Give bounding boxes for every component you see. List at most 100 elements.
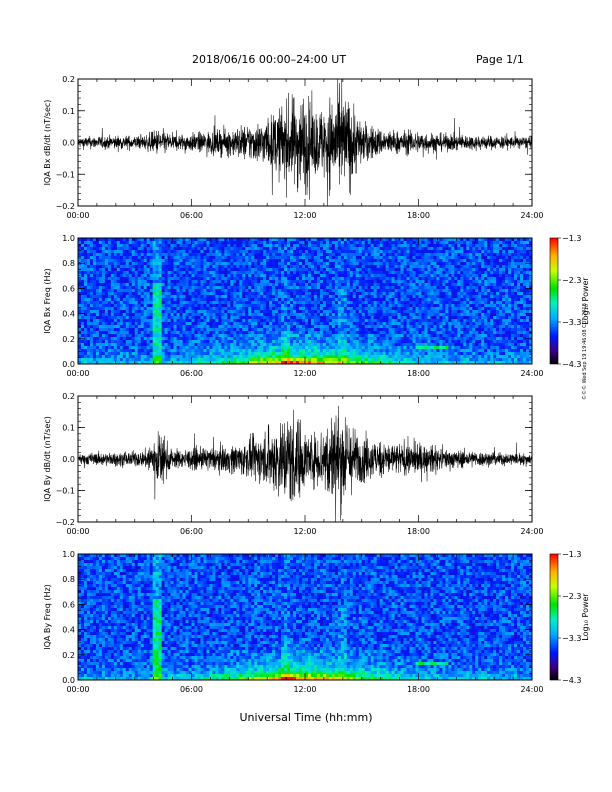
- spectrogram-cell: [379, 301, 383, 305]
- spectrogram-cell: [197, 283, 201, 287]
- spectrogram-cell: [388, 277, 392, 281]
- spectrogram-cell: [155, 271, 159, 275]
- spectrogram-cell: [412, 262, 416, 266]
- spectrogram-cell: [78, 322, 82, 326]
- spectrogram-cell: [152, 343, 156, 347]
- spectrogram-cell: [281, 256, 285, 260]
- spectrogram-cell: [296, 247, 300, 251]
- spectrogram-cell: [361, 247, 366, 251]
- spectrogram-cell: [158, 358, 162, 362]
- spectrogram-cell: [179, 244, 183, 248]
- spectrogram-cell: [418, 355, 422, 359]
- spectrogram-cell: [260, 253, 264, 257]
- spectrogram-cell: [107, 244, 112, 248]
- spectrogram-cell: [367, 331, 372, 335]
- spectrogram-cell: [310, 340, 315, 344]
- spectrogram-cell: [137, 319, 142, 323]
- spectrogram-cell: [155, 361, 159, 365]
- spectrogram-cell: [406, 328, 410, 332]
- spectrogram-cell: [107, 325, 112, 329]
- spectrogram-cell: [307, 292, 312, 296]
- spectrogram-cell: [394, 343, 398, 347]
- spectrogram-cell: [224, 298, 228, 302]
- spectrogram-cell: [325, 253, 330, 257]
- spectrogram-cell: [284, 298, 288, 302]
- spectrogram-cell: [185, 310, 189, 314]
- spectrogram-cell: [179, 343, 183, 347]
- spectrogram-cell: [325, 337, 330, 341]
- spectrogram-cell: [263, 262, 267, 266]
- spectrogram-cell: [284, 274, 288, 278]
- spectrogram-cell: [254, 325, 258, 329]
- spectrogram-cell: [284, 286, 288, 290]
- spectrogram-cell: [131, 238, 136, 242]
- spectrogram-cell: [293, 241, 297, 245]
- spectrogram-cell: [397, 283, 401, 287]
- spectrogram-cell: [302, 256, 306, 260]
- spectrogram-cell: [152, 292, 156, 296]
- spectrogram-cell: [167, 319, 171, 323]
- spectrogram-cell: [385, 277, 389, 281]
- spectrogram-cell: [200, 253, 204, 257]
- spectrogram-cell: [251, 292, 255, 296]
- spectrogram-cell: [394, 361, 398, 365]
- spectrogram-cell: [325, 295, 330, 299]
- spectrogram-cell: [83, 283, 88, 287]
- spectrogram-cell: [409, 325, 413, 329]
- spectrogram-cell: [334, 331, 339, 335]
- spectrogram-cell: [179, 316, 183, 320]
- spectrogram-cell: [98, 301, 103, 305]
- spectrogram-cell: [116, 277, 121, 281]
- spectrogram-cell: [355, 301, 360, 305]
- spectrogram-cell: [307, 307, 312, 311]
- spectrogram-cell: [182, 304, 186, 308]
- spectrogram-cell: [334, 334, 339, 338]
- spectrogram-cell: [200, 325, 204, 329]
- spectrogram-cell: [397, 328, 401, 332]
- spectrogram-cell: [83, 301, 88, 305]
- spectrogram-cell: [227, 313, 231, 317]
- spectrogram-cell: [254, 247, 258, 251]
- spectrogram-cell: [319, 250, 324, 254]
- spectrogram-cell: [290, 352, 294, 356]
- spectrogram-cell: [218, 259, 222, 263]
- spectrogram-cell: [78, 262, 82, 266]
- spectrogram-cell: [367, 334, 372, 338]
- spectrogram-cell: [352, 280, 357, 284]
- spectrogram-cell: [140, 259, 145, 263]
- spectrogram-cell: [188, 262, 192, 266]
- spectrogram-cell: [161, 244, 165, 248]
- spectrogram-cell: [328, 256, 333, 260]
- spectrogram-cell: [296, 304, 300, 308]
- spectrogram-cell: [313, 244, 318, 248]
- spectrogram-cell: [209, 349, 213, 353]
- spectrogram-cell: [287, 358, 291, 362]
- spectrogram-cell: [110, 265, 115, 269]
- spectrogram-cell: [119, 334, 124, 338]
- spectrogram-cell: [236, 325, 240, 329]
- spectrogram-cell: [388, 340, 392, 344]
- spectrogram-cell: [200, 313, 204, 317]
- spectrogram-cell: [275, 292, 279, 296]
- spectrogram-cell: [185, 298, 189, 302]
- spectrogram-cell: [325, 331, 330, 335]
- spectrogram-cell: [143, 322, 147, 326]
- spectrogram-cell: [119, 316, 124, 320]
- spectrogram-cell: [346, 310, 351, 314]
- spectrogram-cell: [248, 265, 252, 269]
- spectrogram-cell: [152, 262, 156, 266]
- spectrogram-cell: [346, 256, 351, 260]
- spectrogram-cell: [409, 292, 413, 296]
- spectrogram-cell: [218, 361, 222, 365]
- spectrogram-cell: [107, 313, 112, 317]
- spectrogram-cell: [272, 244, 276, 248]
- spectrogram-cell: [331, 304, 336, 308]
- spectrogram-cell: [182, 298, 186, 302]
- spectrogram-cell: [269, 241, 273, 245]
- spectrogram-cell: [212, 322, 216, 326]
- spectrogram-cell: [358, 328, 363, 332]
- spectrogram-cell: [212, 331, 216, 335]
- spectrogram-cell: [236, 244, 240, 248]
- spectrogram-cell: [209, 322, 213, 326]
- spectrogram-cell: [191, 268, 195, 272]
